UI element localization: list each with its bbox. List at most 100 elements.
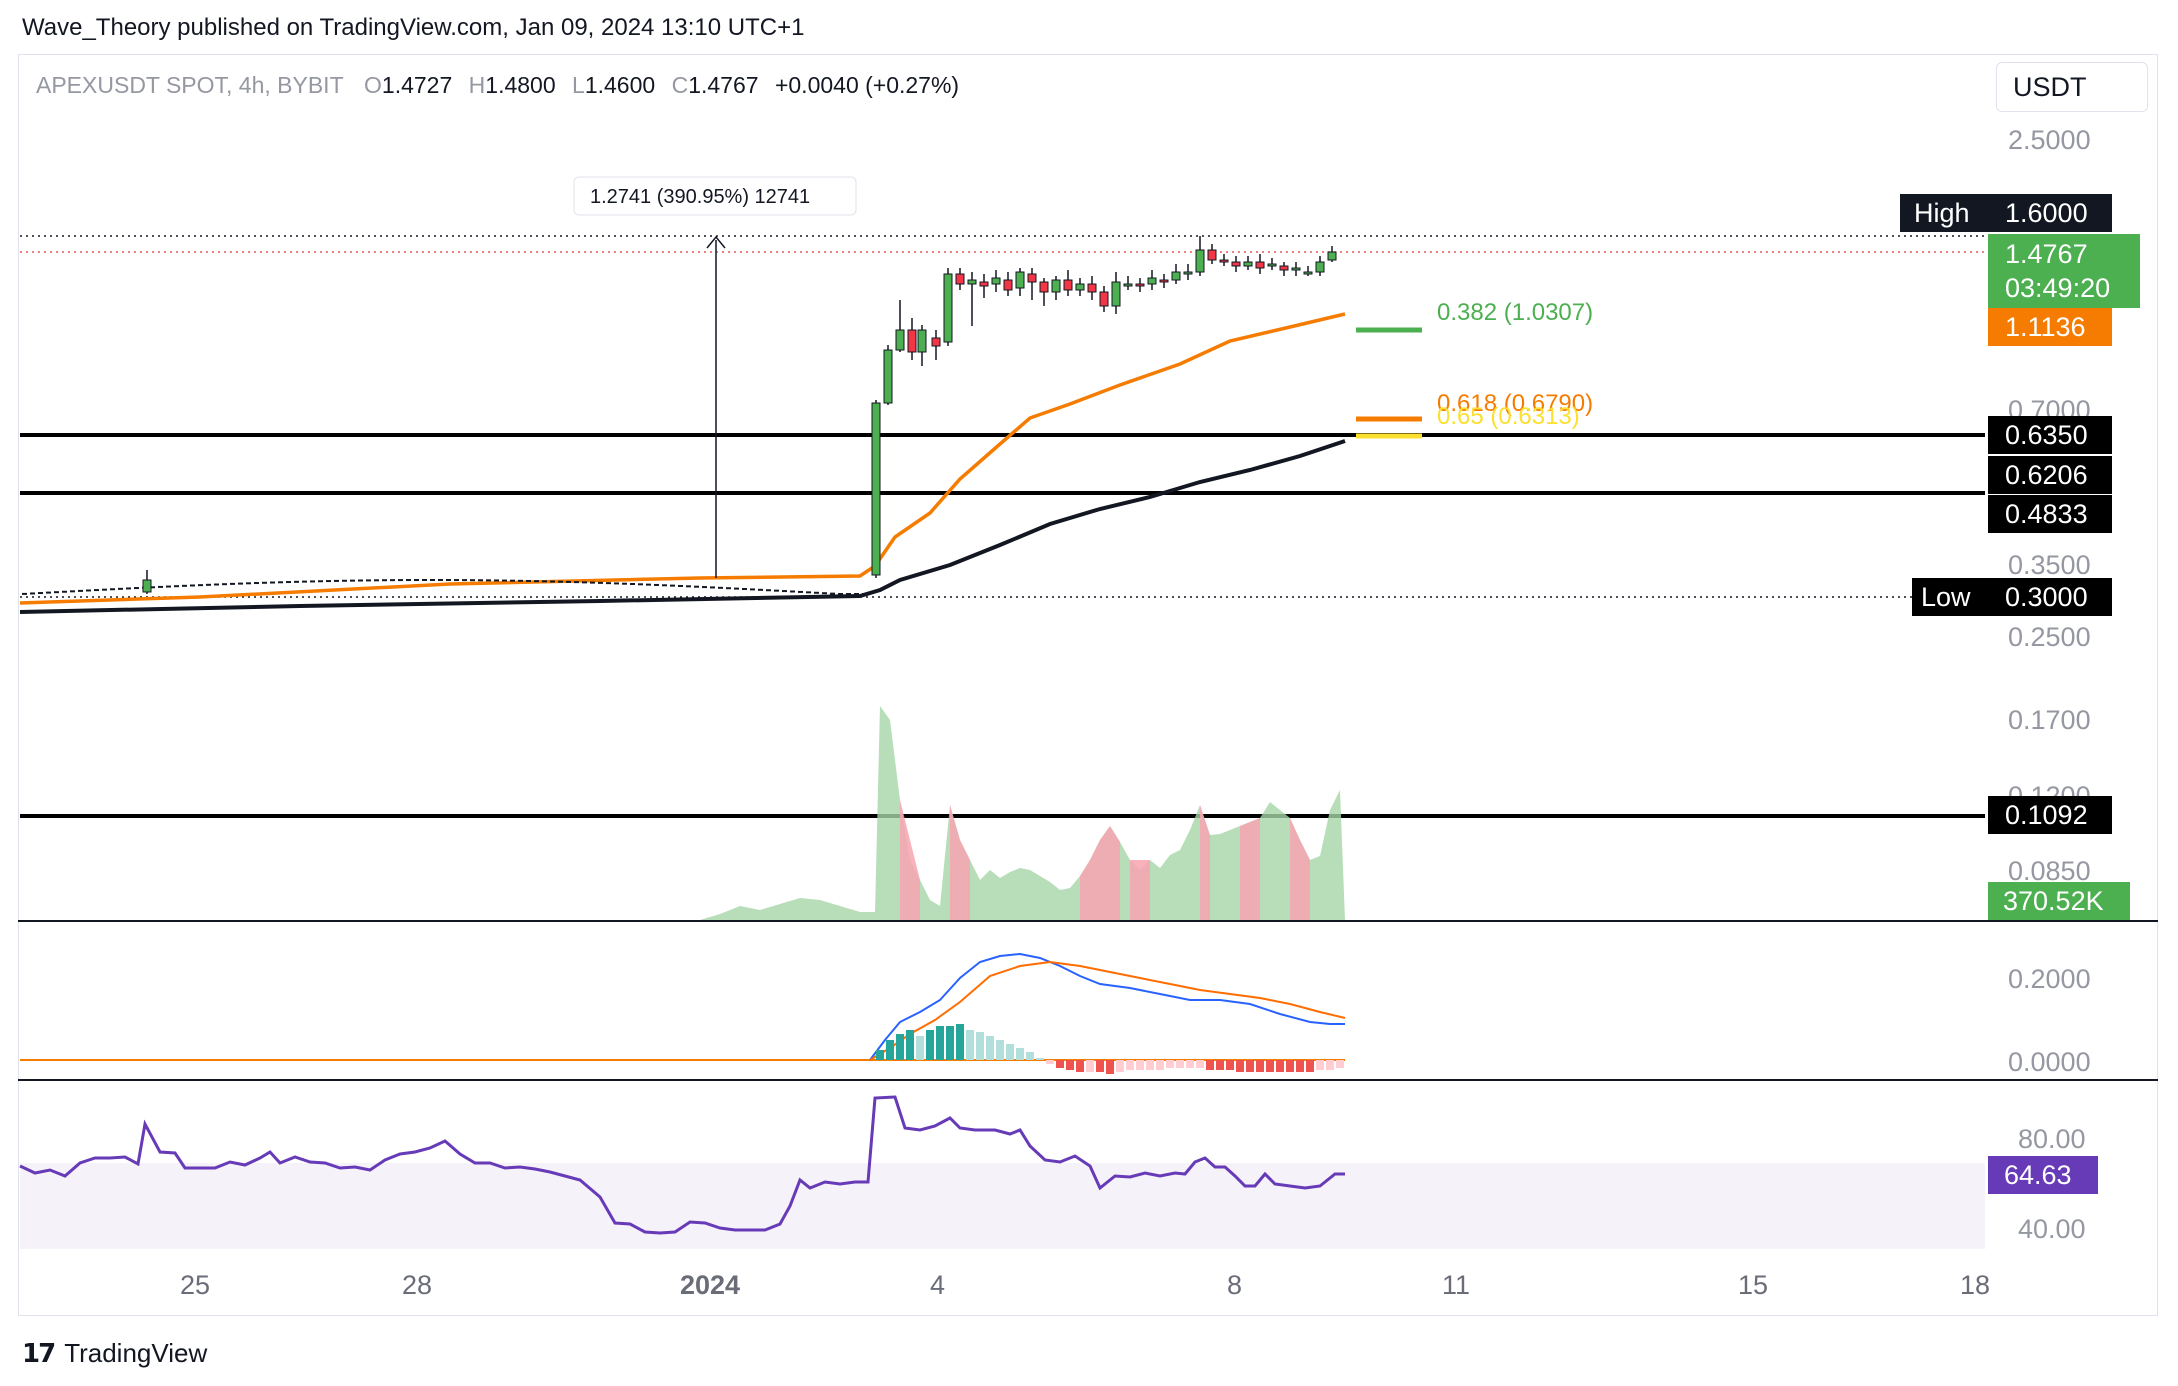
candle [917, 329, 927, 353]
macd-bar [986, 1036, 994, 1060]
rsi-value: 64.63 [2004, 1160, 2072, 1190]
fib-65-label: 0.65 (0.6313) [1437, 403, 1580, 430]
fib-618-label: 0.618 (0.6790) [1437, 390, 1593, 417]
rsi-tick-40: 40.00 [2018, 1214, 2086, 1244]
candle [955, 273, 965, 285]
macd-bar [886, 1040, 894, 1060]
low-label-text: Low [1921, 582, 1971, 612]
candles-group [22, 236, 1337, 595]
high-label-tag [1900, 194, 1988, 232]
macd-bar [1316, 1060, 1324, 1070]
macd-bar [926, 1030, 934, 1060]
candle [1195, 249, 1205, 273]
macd-tick-1: 0.2000 [2008, 964, 2091, 994]
macd-bar [1226, 1060, 1234, 1070]
macd-bar [996, 1040, 1004, 1060]
candle [1219, 259, 1229, 263]
candle [871, 402, 881, 576]
candle [1267, 263, 1277, 267]
currency-selector[interactable]: USDT [1996, 62, 2148, 112]
footer-brand[interactable]: TradingView [64, 1338, 208, 1368]
price-tick-0.35: 0.3500 [2008, 550, 2091, 580]
volume-histogram [20, 706, 1345, 920]
candle [943, 273, 953, 343]
volume-level-tag [1988, 796, 2112, 834]
macd-bar [1246, 1060, 1254, 1072]
candle [1207, 249, 1217, 261]
macd-bar [1286, 1060, 1294, 1072]
price-tick-0.25: 0.2500 [2008, 622, 2091, 652]
volume-tag [1988, 882, 2130, 920]
macd-bar [1236, 1060, 1244, 1072]
low-label-tag [1912, 578, 1988, 616]
price-tick-2.5: 2.5000 [2008, 125, 2091, 155]
candle [1003, 279, 1013, 291]
macd-bar [976, 1032, 984, 1060]
macd-bar [1136, 1060, 1144, 1070]
macd-bar [1266, 1060, 1274, 1072]
macd-bar [1256, 1060, 1264, 1072]
macd-bar [966, 1030, 974, 1060]
macd-bar [1046, 1060, 1054, 1064]
ema-slow-line [19, 439, 1346, 614]
open-value: 1.4727 [381, 72, 453, 98]
level-1: 0.6350 [2005, 420, 2088, 450]
high-price: 1.6000 [2005, 198, 2088, 228]
signal-line [869, 960, 1346, 1061]
macd-histogram [876, 1024, 1344, 1074]
low-label: L [572, 72, 585, 98]
candle [1051, 279, 1061, 293]
candle [1243, 261, 1253, 267]
chart-frame [18, 54, 2158, 1316]
macd-bar [1106, 1060, 1114, 1074]
macd-bar [906, 1030, 914, 1060]
tradingview-logo-icon[interactable]: 17 [22, 1338, 56, 1369]
candle [1111, 281, 1121, 307]
countdown: 03:49:20 [2005, 273, 2110, 303]
close-value: 1.4767 [688, 72, 759, 98]
macd-bar [956, 1024, 964, 1060]
macd-bar [936, 1026, 944, 1060]
ema-price-tag [1988, 308, 2112, 346]
candle [1231, 261, 1241, 267]
candle [1027, 273, 1037, 283]
level-tag-3 [1988, 495, 2112, 533]
date-18: 18 [1960, 1270, 1990, 1300]
macd-bar [1096, 1060, 1104, 1072]
macd-bar [1196, 1060, 1204, 1068]
symbol-label[interactable]: APEXUSDT SPOT, 4h, BYBIT [36, 72, 344, 98]
macd-bar [1036, 1058, 1044, 1060]
close-label: C [671, 72, 689, 98]
volume-area-red [900, 800, 1310, 920]
publisher-line: Wave_Theory published on TradingView.com… [22, 14, 805, 41]
measure-label-box [573, 176, 857, 216]
macd-bar [1076, 1060, 1084, 1072]
open-label: O [364, 72, 382, 98]
candle [1015, 271, 1025, 289]
footer: 17 TradingView [22, 1338, 207, 1369]
candle [1315, 261, 1325, 273]
macd-bar [896, 1034, 904, 1060]
ohlc-legend: APEXUSDT SPOT, 4h, BYBIT O1.4727 H1.4800… [36, 72, 959, 99]
level-2: 0.6206 [2005, 460, 2088, 490]
macd-bar [876, 1050, 884, 1060]
low-value: 1.4600 [584, 72, 656, 98]
last-price: 1.4767 [2005, 239, 2088, 269]
candle [1099, 291, 1109, 307]
macd-bar [1006, 1044, 1014, 1060]
macd-pane [20, 952, 1346, 1074]
high-label-text: High [1914, 198, 1970, 228]
macd-bar [1276, 1060, 1284, 1072]
candle [931, 337, 941, 347]
macd-bar [1186, 1060, 1194, 1068]
rsi-value-tag [1988, 1156, 2098, 1194]
candle [1303, 271, 1313, 275]
macd-bar [1326, 1060, 1334, 1070]
candle [1291, 267, 1301, 271]
candle [142, 579, 152, 593]
rsi-line [19, 1095, 1345, 1235]
candle [1159, 279, 1169, 283]
date-8: 8 [1227, 1270, 1242, 1300]
candle [979, 281, 989, 287]
